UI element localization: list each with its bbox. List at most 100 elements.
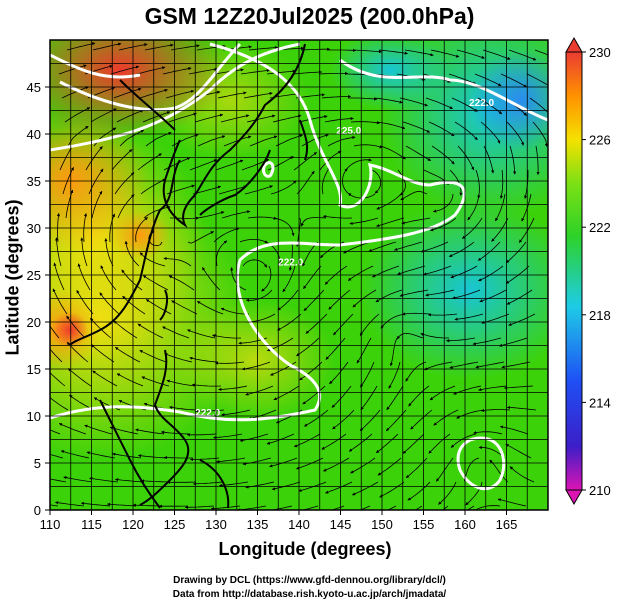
streamline (456, 49, 485, 59)
streamline (50, 348, 63, 363)
streamline (401, 217, 431, 225)
streamline (194, 113, 224, 123)
streamline (474, 73, 502, 87)
streamline (293, 151, 317, 171)
x-tick-label: 110 (40, 517, 61, 532)
colorbar-label: 222 (589, 220, 611, 235)
streamline (218, 385, 248, 392)
streamline (302, 385, 326, 405)
streamline (466, 505, 475, 510)
streamline (491, 217, 509, 242)
streamline (431, 145, 455, 165)
streamline (414, 505, 423, 510)
streamline (247, 216, 277, 220)
colorbar-label: 214 (589, 395, 611, 410)
y-tick-label: 45 (27, 80, 41, 95)
streamline (50, 504, 59, 507)
x-tick-label: 130 (205, 517, 227, 532)
streamline (499, 169, 504, 199)
streamline (404, 49, 434, 57)
streamline (359, 409, 381, 432)
x-tick-label: 120 (122, 517, 144, 532)
streamline (58, 64, 87, 75)
streamline (389, 337, 398, 367)
streamline (526, 73, 548, 86)
streamline (359, 505, 371, 510)
streamline (62, 167, 74, 195)
streamline (171, 133, 199, 147)
streamline (446, 337, 476, 343)
coastlines (69, 43, 309, 509)
streamline (288, 241, 293, 271)
streamline (239, 239, 269, 244)
streamline (166, 379, 196, 387)
streamline (509, 145, 517, 175)
streamline (275, 134, 303, 147)
streamline (352, 481, 379, 496)
streamline (220, 307, 249, 315)
streamline (60, 450, 90, 459)
contour-label: 222.0 (195, 408, 220, 419)
streamline (114, 172, 135, 195)
streamline (50, 372, 66, 387)
streamline (388, 361, 401, 389)
streamline (139, 252, 166, 267)
streamline (435, 457, 454, 482)
streamline (505, 241, 527, 264)
streamline (410, 409, 433, 430)
streamline (80, 237, 88, 267)
streamline (386, 385, 404, 411)
streamline (499, 425, 529, 435)
streamline (54, 237, 62, 267)
streamline (432, 193, 454, 213)
streamline (119, 129, 145, 147)
streamline (375, 289, 403, 303)
streamline (162, 326, 190, 339)
streamline (352, 49, 383, 54)
streamline (52, 288, 68, 315)
streamline (420, 241, 449, 253)
streamline (356, 337, 372, 364)
streamline (498, 337, 528, 347)
streamline (192, 481, 223, 486)
streamline (197, 135, 226, 147)
streamline (187, 231, 214, 244)
streamline (221, 210, 251, 219)
streamline (296, 170, 315, 195)
streamline (50, 453, 64, 459)
streamline (373, 97, 403, 104)
streamline (480, 121, 501, 144)
streamline (216, 457, 246, 464)
streamline (359, 313, 380, 336)
contour-label: 222.0 (469, 98, 494, 109)
streamline (110, 65, 140, 75)
streamline (201, 267, 221, 291)
streamline (345, 158, 372, 171)
streamline (136, 66, 166, 75)
streamline (454, 313, 484, 321)
streamline (318, 71, 349, 76)
contour-label: 225.0 (336, 126, 361, 137)
streamline (478, 265, 504, 282)
streamline (141, 376, 170, 387)
streamline (360, 361, 375, 388)
streamline (387, 505, 397, 510)
streamline (50, 429, 61, 435)
y-tick-label: 40 (27, 127, 41, 142)
streamline (261, 265, 272, 292)
streamline (402, 121, 431, 133)
streamline (397, 169, 406, 196)
streamline (323, 457, 350, 472)
streamline (217, 91, 247, 99)
streamline (195, 211, 225, 219)
streamline (218, 185, 248, 195)
streamline (245, 385, 274, 396)
colorbar: 230 226 222 218 214 210 (565, 36, 611, 506)
streamline (449, 169, 463, 196)
y-tick-label: 20 (27, 315, 41, 330)
streamline (277, 289, 299, 311)
x-tick-label: 160 (454, 517, 476, 532)
streamline (508, 313, 536, 326)
streamline (298, 115, 328, 123)
streamline (433, 409, 459, 426)
